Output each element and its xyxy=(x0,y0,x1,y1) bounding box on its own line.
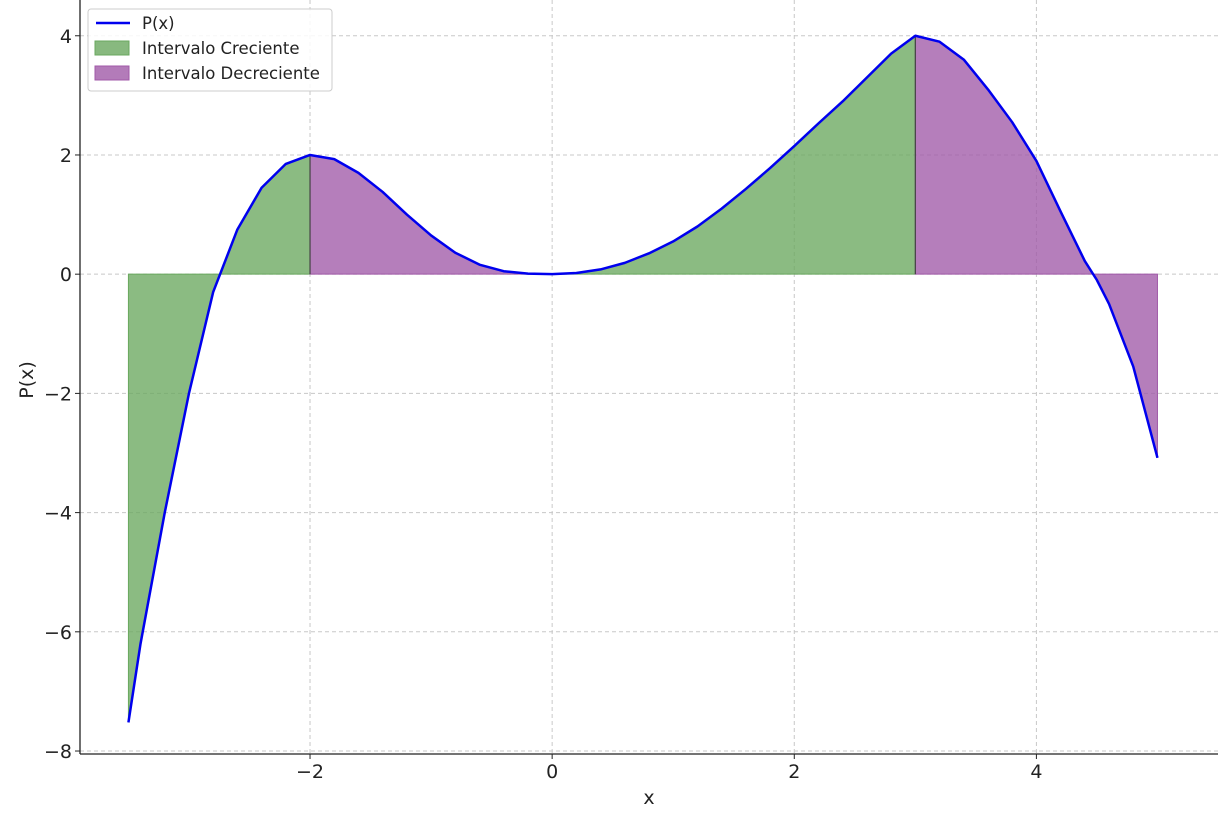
grid xyxy=(80,0,1218,754)
series-line-px xyxy=(127,34,1159,723)
legend-swatch-creciente xyxy=(94,40,130,56)
y-tick-label: −4 xyxy=(44,503,72,525)
legend-swatch-decreciente xyxy=(94,65,130,81)
fill-area-creciente xyxy=(127,154,311,723)
tick-labels: −2 0 2 4 −8 −6 −4 −2 0 2 4 xyxy=(44,26,1042,783)
axes xyxy=(79,0,1218,755)
x-tick-label: 4 xyxy=(1030,761,1042,783)
y-tick-label: −8 xyxy=(44,741,72,763)
y-tick-label: 4 xyxy=(60,26,72,48)
legend-label-decreciente: Intervalo Decreciente xyxy=(142,64,320,83)
legend-label-line: P(x) xyxy=(142,14,175,33)
fill-areas xyxy=(127,34,1158,723)
legend-box xyxy=(87,8,333,92)
y-tick-label: 2 xyxy=(60,145,72,167)
y-tick-label: 0 xyxy=(60,264,72,286)
x-tick-label: 2 xyxy=(788,761,800,783)
x-tick-label: 0 xyxy=(546,761,558,783)
series-line-layer xyxy=(127,34,1159,723)
legend-label-creciente: Intervalo Creciente xyxy=(142,39,300,58)
x-axis-label: x xyxy=(643,787,654,809)
y-tick-label: −2 xyxy=(44,383,72,405)
y-tick-label: −6 xyxy=(44,622,72,644)
x-tick-label: −2 xyxy=(296,761,324,783)
fill-area-decreciente xyxy=(309,154,553,275)
legend: P(x) Intervalo Creciente Intervalo Decre… xyxy=(87,8,333,92)
y-axis-label: P(x) xyxy=(16,361,38,399)
